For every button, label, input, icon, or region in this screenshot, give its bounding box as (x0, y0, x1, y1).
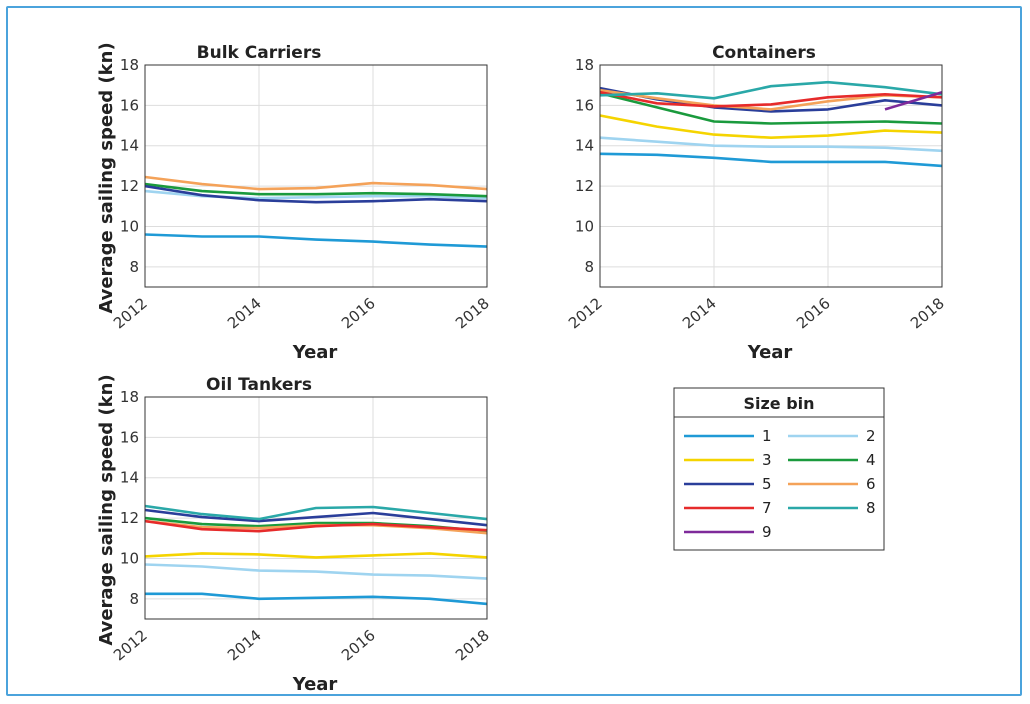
x-tick-label: 2018 (907, 294, 948, 332)
series-line-3 (144, 552, 488, 559)
x-tick-label: 2018 (452, 626, 493, 664)
legend-item-5: 5 (684, 475, 772, 493)
legend: Size bin 1 2 3 4 5 6 7 8 9 (673, 387, 885, 551)
y-tick-label: 18 (575, 56, 594, 74)
legend-item-2: 2 (788, 427, 876, 445)
series-line-5 (144, 184, 488, 204)
legend-label: 8 (866, 499, 876, 517)
y-tick-label: 12 (120, 177, 139, 195)
panel-containers: Containers 8 10 12 14 16 18 2012 2014 2016 2018 Y… (565, 43, 948, 363)
y-tick-label: 10 (575, 217, 594, 235)
legend-entries: 1 2 3 4 5 6 7 8 9 (684, 427, 876, 541)
series-line-4 (599, 92, 943, 125)
series-lines (144, 504, 488, 606)
y-tick-label: 8 (129, 258, 139, 276)
legend-label: 5 (762, 475, 772, 493)
chart-title: Bulk Carriers (197, 43, 322, 63)
legend-label: 6 (866, 475, 876, 493)
legend-title: Size bin (743, 394, 814, 413)
series-line-1 (599, 152, 943, 168)
x-tick-label: 2012 (565, 294, 606, 332)
legend-item-7: 7 (684, 499, 772, 517)
legend-label: 4 (866, 451, 876, 469)
legend-item-8: 8 (788, 499, 876, 517)
y-tick-label: 16 (120, 96, 139, 114)
y-tick-label: 14 (575, 137, 594, 155)
series-line-9 (884, 90, 943, 111)
x-tick-label: 2014 (679, 294, 720, 332)
legend-box (673, 387, 885, 551)
series-lines (599, 80, 943, 168)
legend-label: 9 (762, 523, 772, 541)
y-tick-label: 18 (120, 56, 139, 74)
y-tick-label: 10 (120, 549, 139, 567)
series-line-3 (599, 114, 943, 139)
series-line-2 (144, 563, 488, 580)
y-axis-label: Average sailing speed (kn) (96, 42, 117, 313)
series-lines (144, 175, 488, 248)
x-axis-label: Year (292, 342, 338, 363)
axes-box (599, 64, 943, 288)
y-tick-label: 8 (129, 590, 139, 608)
grid (144, 64, 488, 287)
series-line-4 (144, 182, 488, 198)
legend-label: 7 (762, 499, 772, 517)
y-tick-label: 12 (120, 509, 139, 527)
series-line-1 (145, 592, 488, 606)
y-tick-label: 12 (575, 177, 594, 195)
x-tick-label: 2016 (793, 294, 834, 332)
series-line-5 (144, 508, 488, 527)
series-line-8 (144, 504, 488, 521)
chart-title: Oil Tankers (206, 375, 312, 395)
series-line-1 (144, 233, 488, 248)
x-tick-label: 2014 (224, 626, 265, 664)
series-line-8 (599, 80, 943, 100)
legend-label: 3 (762, 451, 772, 469)
axes-box (144, 64, 488, 288)
x-axis-label: Year (747, 342, 793, 363)
series-line-7 (599, 90, 943, 108)
x-tick-label: 2014 (224, 294, 265, 332)
series-line-2 (599, 136, 943, 153)
chart-title: Containers (712, 43, 816, 63)
y-tick-label: 18 (120, 388, 139, 406)
y-tick-label: 8 (584, 258, 594, 276)
y-axis-label: Average sailing speed (kn) (96, 374, 117, 645)
y-tick-label: 16 (120, 428, 139, 446)
legend-item-9: 9 (684, 523, 772, 541)
legend-item-1: 1 (684, 427, 772, 445)
legend-item-6: 6 (788, 475, 876, 493)
axes-box (144, 396, 488, 620)
y-tick-label: 10 (120, 217, 139, 235)
legend-label: 1 (762, 427, 772, 445)
y-tick-label: 16 (575, 96, 594, 114)
x-tick-label: 2016 (338, 294, 379, 332)
legend-item-4: 4 (788, 451, 876, 469)
series-line-6 (144, 175, 488, 191)
legend-item-3: 3 (684, 451, 772, 469)
x-axis-label: Year (292, 674, 338, 695)
x-tick-label: 2018 (452, 294, 493, 332)
y-tick-label: 14 (120, 469, 139, 487)
series-line-7 (144, 519, 488, 533)
y-tick-label: 14 (120, 137, 139, 155)
x-tick-label: 2016 (338, 626, 379, 664)
legend-label: 2 (866, 427, 876, 445)
